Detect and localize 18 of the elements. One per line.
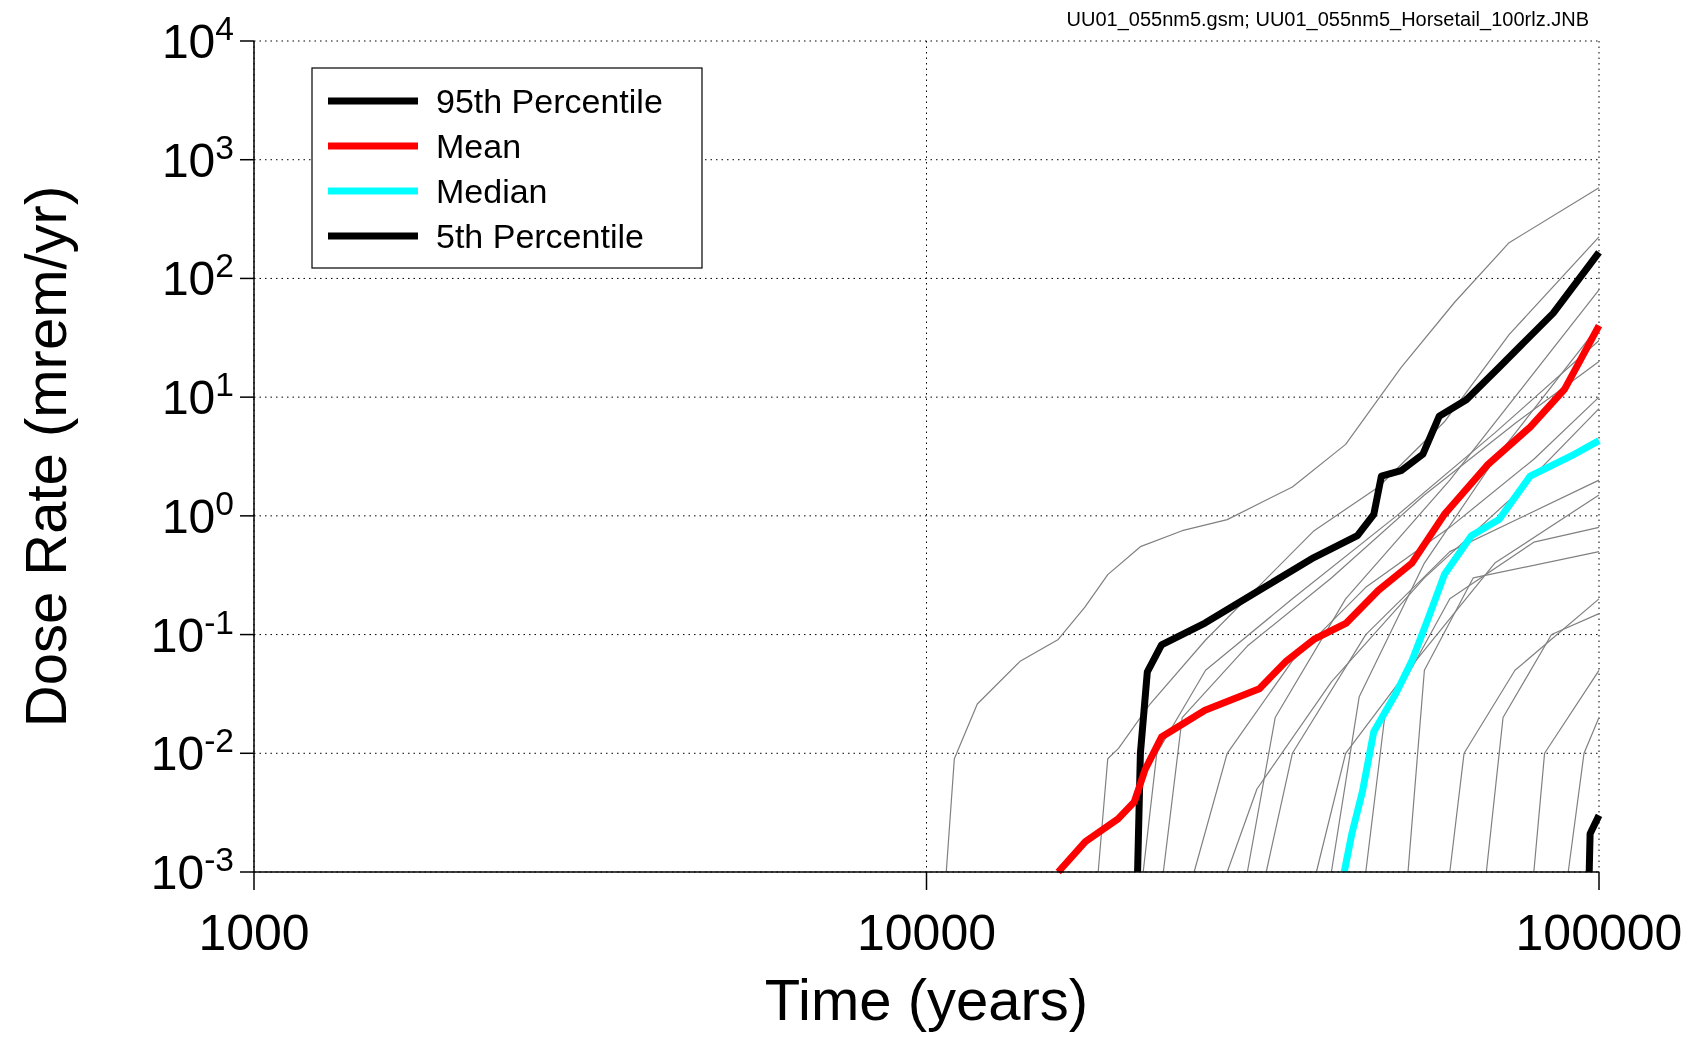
y-tick-label: 10$^{-1}$: [150, 603, 234, 662]
legend-label: 95th Percentile: [436, 82, 663, 120]
legend-label: Mean: [436, 127, 522, 165]
text: UU01_055nm5.gsm; UU01_055nm5_Horsetail_100rlz.JNB: [1066, 8, 1589, 31]
y-tick-label: 10$^{-3}$: [150, 840, 234, 899]
y-tick-label: 10$^{0}$: [161, 484, 234, 543]
y-tick-label: 10$^{1}$: [161, 365, 234, 425]
y-axis-title: Dose Rate (mrem/yr): [13, 185, 78, 728]
y-tick-label: 10$^{4}$: [161, 9, 234, 68]
x-tick-label: 1000: [198, 905, 310, 961]
x-tick-label: 100000: [1515, 905, 1683, 961]
legend-label: 5th Percentile: [436, 217, 644, 255]
y-tick-label: 10$^{2}$: [161, 246, 234, 306]
x-axis-title: Time (years): [764, 967, 1089, 1032]
legend-label: Median: [436, 172, 548, 210]
y-tick-label: 10$^{3}$: [161, 128, 234, 187]
y-tick-label: 10$^{-2}$: [150, 721, 234, 781]
x-tick-label: 10000: [856, 905, 997, 961]
